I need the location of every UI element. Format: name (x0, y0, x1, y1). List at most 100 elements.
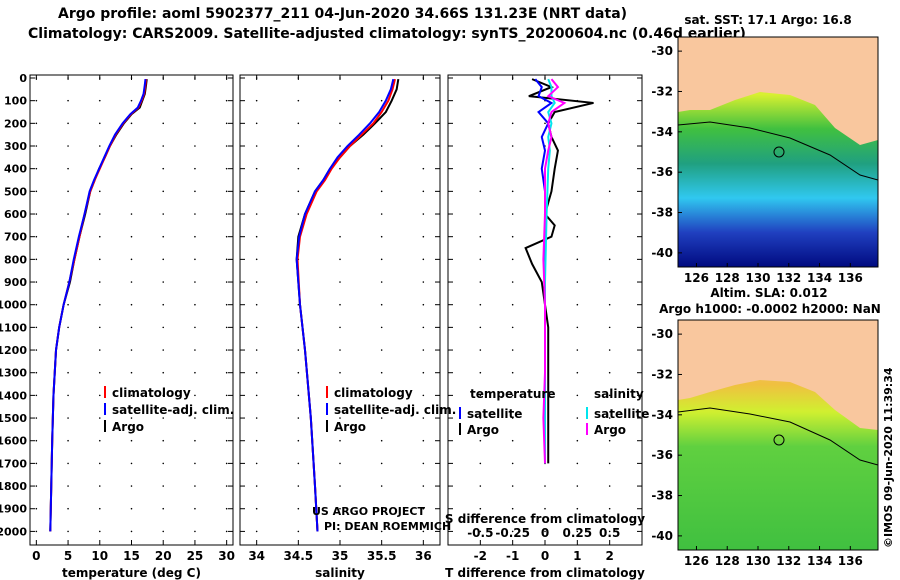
map-lon-label: 126 (684, 271, 709, 285)
temp-grid-dot (225, 303, 228, 306)
temp-grid-dot (194, 349, 196, 351)
sal-grid-dot (255, 235, 258, 238)
sal-grid-dot (380, 122, 383, 125)
header-title-line1: Argo profile: aoml 5902377_211 04-Jun-20… (58, 6, 628, 22)
diff-grid-dot (479, 258, 482, 261)
diff-grid-dot (576, 77, 579, 79)
sal-grid-dot (339, 281, 341, 283)
map-lon-label: 132 (776, 554, 801, 568)
sal-grid-dot (380, 349, 383, 351)
sal-grid-dot (297, 213, 300, 215)
sal-grid-dot (380, 417, 383, 419)
temp-grid-dot (194, 303, 196, 306)
depth-tick-label: 400 (4, 163, 27, 176)
sal-grid-dot (422, 462, 425, 465)
temp-grid-dot (194, 462, 196, 465)
temp-grid-dot (130, 439, 133, 442)
sal-grid-dot (255, 507, 258, 510)
temp-grid-dot (35, 462, 38, 465)
temp-grid-dot (225, 258, 228, 261)
temp-grid-dot (130, 507, 133, 510)
sst-contour (678, 121, 878, 181)
map-lon-label: 136 (838, 554, 863, 568)
depth-tick-label: 0 (19, 72, 27, 85)
diff-xtick-label: 2 (605, 549, 613, 563)
diff-grid-dot (511, 99, 514, 102)
diff-grid-dot (511, 485, 514, 487)
temp-xaxis-label: temperature (deg C) (62, 566, 201, 580)
diff-grid-dot (511, 190, 514, 193)
diff-grid-dot (479, 349, 482, 351)
temp-grid-dot (98, 99, 101, 102)
depth-tick-label: 1300 (0, 367, 27, 380)
sal-grid-dot (422, 326, 425, 329)
sal-grid-dot (380, 258, 383, 261)
temp-grid-dot (194, 99, 196, 102)
sal-grid-dot (422, 99, 425, 102)
diff-grid-dot (608, 167, 611, 170)
depth-tick-label: 1400 (0, 389, 27, 402)
sal-grid-dot (339, 303, 341, 306)
temp-grid-dot (67, 303, 69, 306)
temp-grid-dot (225, 462, 228, 465)
map-lat-label: -38 (651, 206, 673, 220)
diff-s-tick-label: -0.5 (467, 526, 493, 540)
temp-grid-dot (98, 145, 101, 147)
temp-grid-dot (35, 213, 38, 215)
temp-grid-dot (98, 371, 101, 374)
map-lat-label: -30 (651, 44, 673, 58)
temp-grid-dot (98, 281, 101, 283)
depth-tick-label: 1100 (0, 321, 27, 334)
temp-xtick-label: 25 (187, 549, 204, 563)
sal-grid-dot (297, 77, 300, 79)
temp-grid-dot (35, 99, 38, 102)
temp-grid-dot (98, 485, 101, 487)
temp-grid-dot (130, 167, 133, 170)
temp-grid-dot (67, 77, 69, 79)
diff-grid-dot (576, 349, 579, 351)
diff-xtick-label: -2 (474, 549, 487, 563)
diff-grid-dot (479, 303, 482, 306)
diff-legend-label: satellite (467, 407, 522, 421)
sal-grid-dot (297, 145, 300, 147)
temp-grid-dot (130, 530, 133, 533)
salinity-panel: 34 34.5 35 35.5 36 salinity climatology satelli… (239, 74, 456, 580)
sal-grid-dot (297, 530, 300, 533)
temp-grid-dot (130, 281, 133, 283)
temp-grid-dot (162, 439, 165, 442)
temp-xtick-label: 15 (123, 549, 140, 563)
sal-grid-dot (339, 462, 341, 465)
temp-grid-dot (35, 417, 38, 419)
sal-grid-dot (297, 326, 300, 329)
temp-grid-dot (98, 190, 101, 193)
diff-s-axis-label: S difference from climatology (445, 512, 645, 526)
sal-grid-dot (380, 394, 383, 397)
sal-xaxis-label: salinity (315, 566, 365, 580)
temp-xtick-label: 5 (64, 549, 72, 563)
diff-grid-dot (576, 145, 579, 147)
sal-grid-dot (297, 462, 300, 465)
temp-grid-dot (35, 349, 38, 351)
sal-grid-dot (339, 507, 341, 510)
temp-grid-dot (225, 326, 228, 329)
sal-grid-dot (255, 281, 258, 283)
sal-grid-dot (380, 303, 383, 306)
diff-grid-dot (479, 145, 482, 147)
map-lon-label: 134 (807, 271, 832, 285)
temp-grid-dot (35, 303, 38, 306)
temp-grid-dot (225, 190, 228, 193)
temp-grid-dot (162, 122, 165, 125)
sal-legend-label: climatology (334, 386, 413, 400)
diff-grid-dot (608, 145, 611, 147)
depth-tick-label: 1700 (0, 457, 27, 470)
diff-grid-dot (511, 507, 514, 510)
diff-grid-dot (511, 371, 514, 374)
sal-grid-dot (380, 281, 383, 283)
temp-grid-dot (130, 145, 133, 147)
temp-grid-dot (35, 326, 38, 329)
temp-grid-dot (130, 485, 133, 487)
temp-grid-dot (98, 213, 101, 215)
sal-grid-dot (422, 77, 425, 79)
temp-grid-dot (130, 190, 133, 193)
diff-grid-dot (608, 371, 611, 374)
